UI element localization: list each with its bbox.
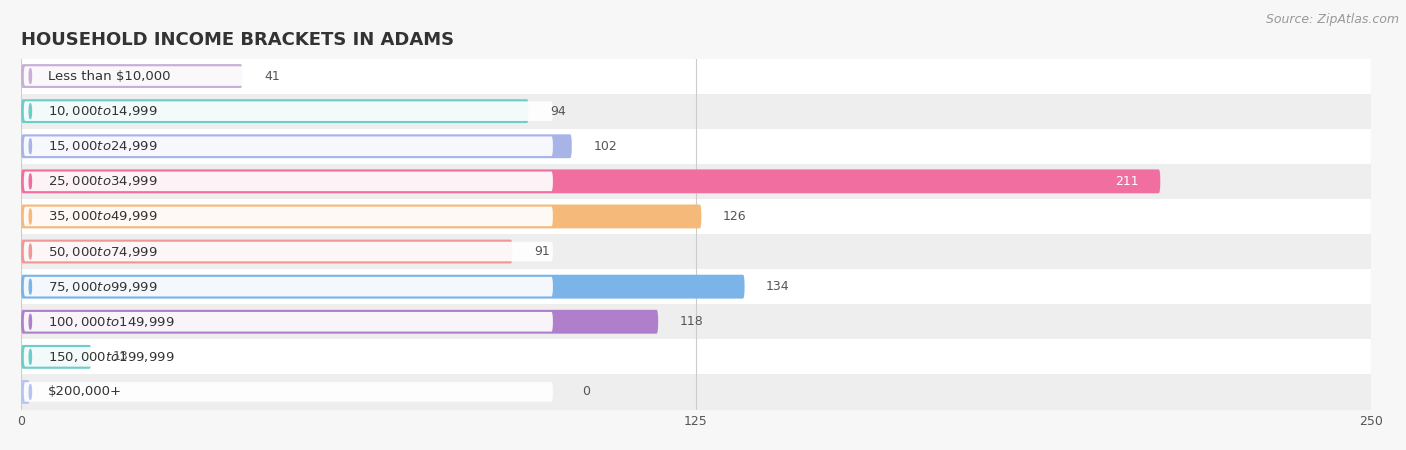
Circle shape xyxy=(30,139,31,154)
Text: 0: 0 xyxy=(582,386,591,398)
Text: $75,000 to $99,999: $75,000 to $99,999 xyxy=(48,279,157,294)
FancyBboxPatch shape xyxy=(21,310,658,334)
Text: $15,000 to $24,999: $15,000 to $24,999 xyxy=(48,139,157,153)
FancyBboxPatch shape xyxy=(24,347,553,367)
Bar xyxy=(21,339,1371,374)
Circle shape xyxy=(30,174,31,189)
FancyBboxPatch shape xyxy=(21,380,30,404)
Text: 91: 91 xyxy=(534,245,550,258)
Text: 118: 118 xyxy=(679,315,703,328)
FancyBboxPatch shape xyxy=(24,207,553,226)
FancyBboxPatch shape xyxy=(24,312,553,332)
FancyBboxPatch shape xyxy=(24,171,553,191)
Text: $100,000 to $149,999: $100,000 to $149,999 xyxy=(48,315,174,329)
Bar xyxy=(21,304,1371,339)
FancyBboxPatch shape xyxy=(24,136,553,156)
FancyBboxPatch shape xyxy=(24,242,553,261)
Text: $25,000 to $34,999: $25,000 to $34,999 xyxy=(48,174,157,189)
Text: Source: ZipAtlas.com: Source: ZipAtlas.com xyxy=(1265,14,1399,27)
Text: $10,000 to $14,999: $10,000 to $14,999 xyxy=(48,104,157,118)
Bar xyxy=(21,129,1371,164)
Text: 41: 41 xyxy=(264,70,280,82)
Circle shape xyxy=(30,209,31,224)
Text: $50,000 to $74,999: $50,000 to $74,999 xyxy=(48,244,157,259)
Bar xyxy=(21,58,1371,94)
Text: 94: 94 xyxy=(550,105,567,117)
Text: HOUSEHOLD INCOME BRACKETS IN ADAMS: HOUSEHOLD INCOME BRACKETS IN ADAMS xyxy=(21,31,454,49)
Bar xyxy=(21,374,1371,410)
FancyBboxPatch shape xyxy=(21,169,1160,194)
Text: $200,000+: $200,000+ xyxy=(48,386,122,398)
FancyBboxPatch shape xyxy=(21,274,745,299)
Text: 102: 102 xyxy=(593,140,617,153)
Text: Less than $10,000: Less than $10,000 xyxy=(48,70,170,82)
FancyBboxPatch shape xyxy=(21,99,529,123)
FancyBboxPatch shape xyxy=(24,101,553,121)
Text: 126: 126 xyxy=(723,210,747,223)
Bar xyxy=(21,164,1371,199)
Bar xyxy=(21,269,1371,304)
FancyBboxPatch shape xyxy=(24,382,553,402)
Text: $35,000 to $49,999: $35,000 to $49,999 xyxy=(48,209,157,224)
FancyBboxPatch shape xyxy=(24,66,553,86)
Text: $150,000 to $199,999: $150,000 to $199,999 xyxy=(48,350,174,364)
Circle shape xyxy=(30,279,31,294)
Text: 13: 13 xyxy=(112,351,128,363)
FancyBboxPatch shape xyxy=(21,64,242,88)
FancyBboxPatch shape xyxy=(24,277,553,297)
Circle shape xyxy=(30,244,31,259)
FancyBboxPatch shape xyxy=(21,134,572,158)
Text: 211: 211 xyxy=(1115,175,1139,188)
Text: 134: 134 xyxy=(766,280,790,293)
Bar xyxy=(21,94,1371,129)
Circle shape xyxy=(30,314,31,329)
FancyBboxPatch shape xyxy=(21,204,702,229)
FancyBboxPatch shape xyxy=(21,345,91,369)
Circle shape xyxy=(30,349,31,364)
Circle shape xyxy=(30,384,31,400)
Circle shape xyxy=(30,68,31,84)
Bar xyxy=(21,234,1371,269)
Circle shape xyxy=(30,104,31,119)
Bar xyxy=(21,199,1371,234)
FancyBboxPatch shape xyxy=(21,239,512,264)
